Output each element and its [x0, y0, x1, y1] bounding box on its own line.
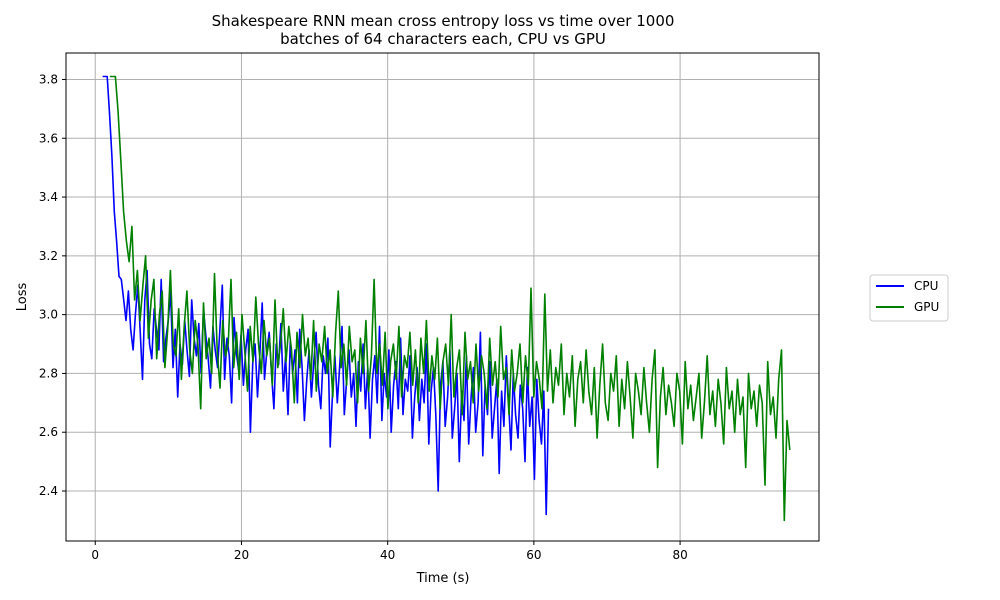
y-tick-label: 3.0	[39, 308, 58, 322]
y-tick-label: 3.6	[39, 131, 58, 145]
y-tick-label: 2.8	[39, 366, 58, 380]
legend-label-cpu: CPU	[914, 279, 938, 293]
x-axis-ticks: 0 20 40 60 80	[91, 541, 688, 562]
y-axis-label: Loss	[15, 283, 30, 312]
series-line-gpu	[109, 75, 791, 522]
y-tick-label: 3.2	[39, 249, 58, 263]
x-tick-label: 80	[672, 548, 687, 562]
legend-label-gpu: GPU	[914, 300, 939, 314]
x-tick-label: 20	[234, 548, 249, 562]
chart-title-line1: Shakespeare RNN mean cross entropy loss …	[212, 12, 675, 30]
y-axis-ticks: 2.4 2.6 2.8 3.0 3.2 3.4 3.6 3.8	[39, 72, 66, 498]
legend: CPU GPU	[869, 274, 949, 322]
x-tick-label: 0	[91, 548, 99, 562]
x-tick-label: 40	[380, 548, 395, 562]
grid	[66, 53, 819, 541]
x-tick-label: 60	[526, 548, 541, 562]
y-tick-label: 3.8	[39, 72, 58, 86]
plot-frame	[65, 52, 820, 542]
y-tick-label: 2.4	[39, 484, 58, 498]
y-tick-label: 2.6	[39, 425, 58, 439]
series-layer	[102, 75, 791, 522]
y-tick-label: 3.4	[39, 190, 58, 204]
chart-title-line2: batches of 64 characters each, CPU vs GP…	[280, 30, 606, 48]
x-axis-label: Time (s)	[416, 571, 470, 586]
